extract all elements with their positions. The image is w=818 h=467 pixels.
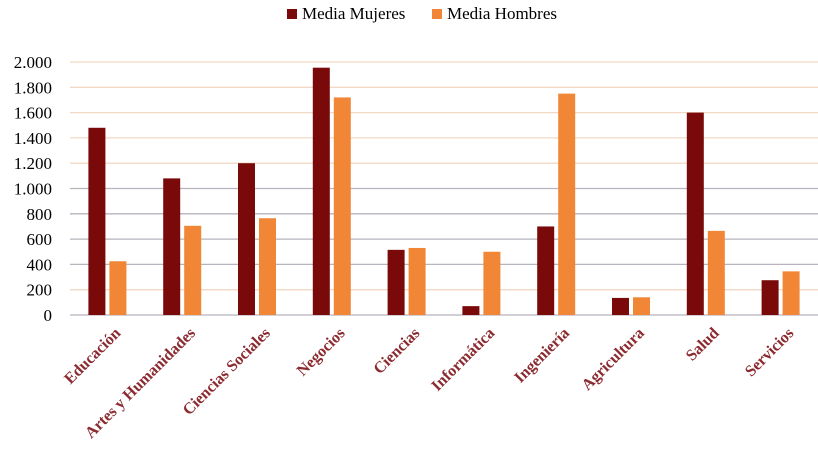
y-tick-label: 2.000 <box>14 53 52 72</box>
bar-mujeres <box>537 226 555 315</box>
y-tick-label: 1.600 <box>14 104 52 123</box>
bar-mujeres <box>686 112 704 315</box>
x-tick-label: Negocios <box>294 325 349 380</box>
y-tick-label: 1.200 <box>14 154 52 173</box>
y-axis: 0 200 400 600 800 1.000 1.200 1.400 1.600 1.800 2.… <box>14 53 52 325</box>
x-tick-label: Servicios <box>742 325 797 380</box>
bar-hombres <box>408 247 426 315</box>
legend-label-mujeres: Media Mujeres <box>302 4 405 23</box>
y-tick-label: 0 <box>44 306 53 325</box>
bar-mujeres <box>612 297 629 315</box>
y-tick-label: 600 <box>27 230 53 249</box>
bar-hombres <box>558 93 576 315</box>
x-tick-label: Ingeniería <box>511 325 573 387</box>
bar-hombres <box>782 271 800 315</box>
bar-mujeres <box>387 249 405 315</box>
x-tick-label: Agricultura <box>579 325 648 394</box>
bar-hombres <box>707 230 725 315</box>
x-tick-label: Ciencias <box>371 325 424 378</box>
y-tick-label: 800 <box>27 205 53 224</box>
y-tick-label: 200 <box>27 281 53 300</box>
y-tick-label: 1.400 <box>14 129 52 148</box>
legend-label-hombres: Media Hombres <box>447 4 557 23</box>
bars <box>88 67 800 315</box>
legend-swatch-mujeres <box>287 9 297 19</box>
bar-hombres <box>184 225 202 315</box>
bar-mujeres <box>88 127 106 315</box>
legend: Media Mujeres Media Hombres <box>287 4 557 23</box>
x-tick-label: Educación <box>61 325 124 388</box>
legend-swatch-hombres <box>432 9 442 19</box>
y-tick-label: 400 <box>27 255 53 274</box>
bar-hombres <box>259 218 276 315</box>
y-tick-label: 1.000 <box>14 180 52 199</box>
y-tick-label: 1.800 <box>14 78 52 97</box>
bar-mujeres <box>312 67 330 315</box>
x-tick-label: Salud <box>683 325 723 365</box>
bar-hombres <box>333 97 351 315</box>
gridlines <box>70 61 818 316</box>
bar-hombres <box>483 251 501 315</box>
bar-mujeres <box>163 178 181 315</box>
x-tick-label: Informática <box>428 325 498 395</box>
bar-mujeres <box>238 163 255 315</box>
bar-hombres <box>633 297 650 315</box>
bar-mujeres <box>761 280 779 315</box>
bar-mujeres <box>462 306 480 315</box>
bar-hombres <box>109 261 127 315</box>
